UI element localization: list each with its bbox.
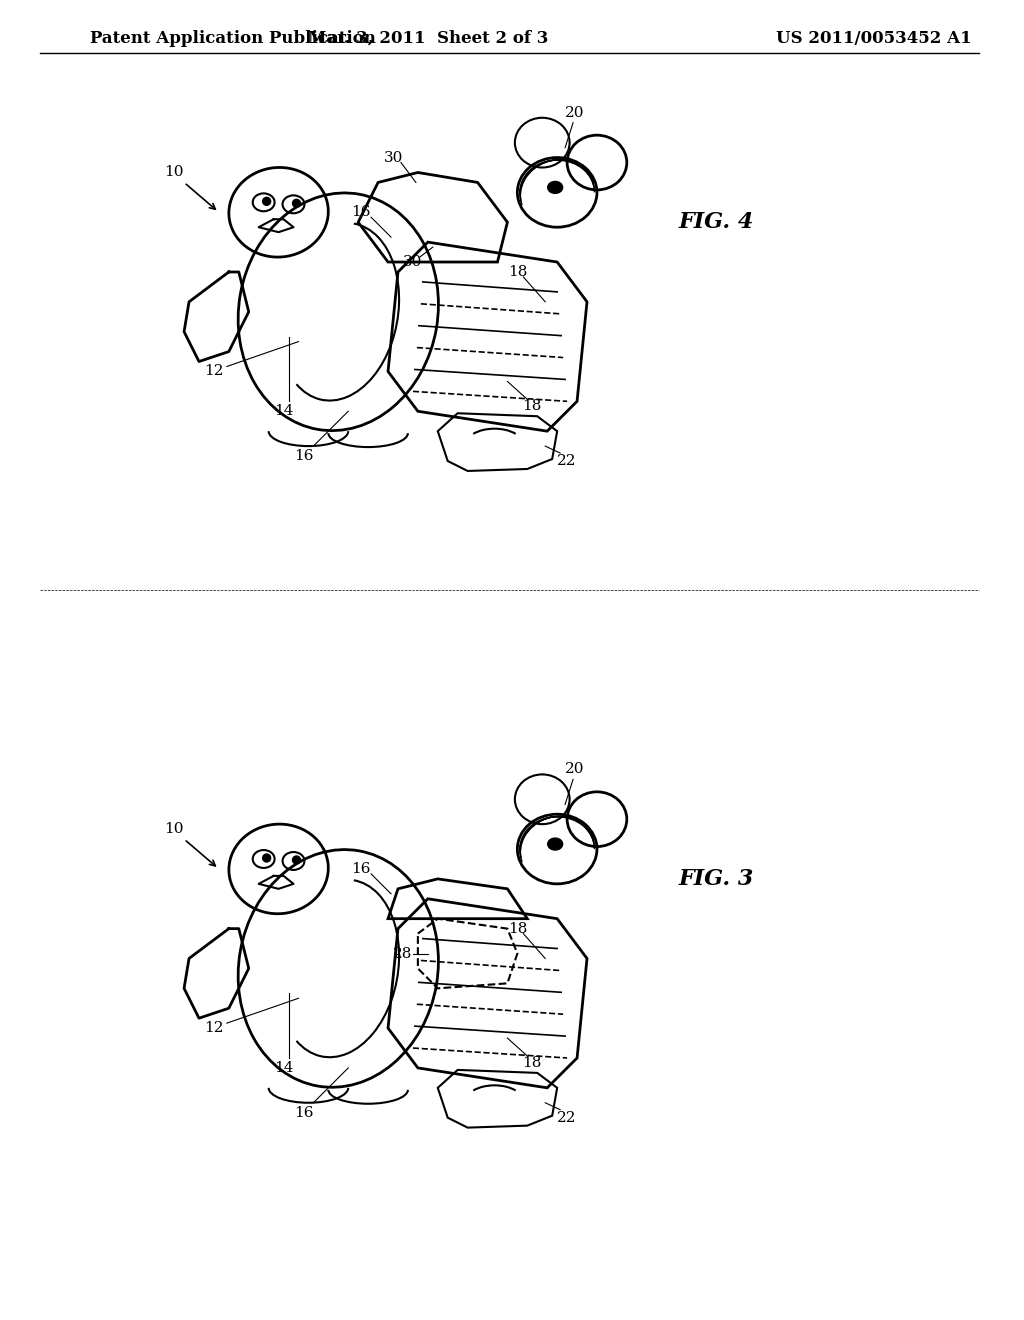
Text: FIG. 3: FIG. 3	[679, 867, 754, 890]
Text: 22: 22	[557, 454, 577, 469]
Text: 30: 30	[384, 150, 403, 165]
Ellipse shape	[548, 181, 562, 193]
Text: 18: 18	[522, 1056, 542, 1071]
Text: 16: 16	[351, 206, 371, 219]
Text: 30: 30	[403, 255, 423, 269]
Text: 16: 16	[294, 1106, 313, 1119]
Text: 10: 10	[165, 165, 184, 180]
Ellipse shape	[263, 854, 270, 862]
Text: 14: 14	[273, 404, 293, 418]
Text: US 2011/0053452 A1: US 2011/0053452 A1	[776, 29, 972, 46]
Text: 20: 20	[565, 106, 585, 120]
Text: 12: 12	[204, 364, 223, 379]
Text: 22: 22	[557, 1110, 577, 1125]
Text: 18: 18	[508, 921, 527, 936]
Ellipse shape	[263, 198, 270, 206]
Text: 12: 12	[204, 1022, 223, 1035]
Text: 20: 20	[565, 763, 585, 776]
Text: FIG. 4: FIG. 4	[679, 211, 754, 234]
Text: 18: 18	[522, 399, 542, 413]
Ellipse shape	[293, 199, 300, 207]
Text: 18: 18	[508, 265, 527, 279]
Ellipse shape	[548, 838, 562, 850]
Text: 28: 28	[393, 946, 413, 961]
Text: 16: 16	[294, 449, 313, 463]
Text: 10: 10	[165, 822, 184, 836]
Text: Mar. 3, 2011  Sheet 2 of 3: Mar. 3, 2011 Sheet 2 of 3	[307, 29, 548, 46]
Text: Patent Application Publication: Patent Application Publication	[89, 29, 376, 46]
Text: 14: 14	[273, 1061, 293, 1074]
Ellipse shape	[293, 855, 300, 865]
Text: 16: 16	[351, 862, 371, 876]
